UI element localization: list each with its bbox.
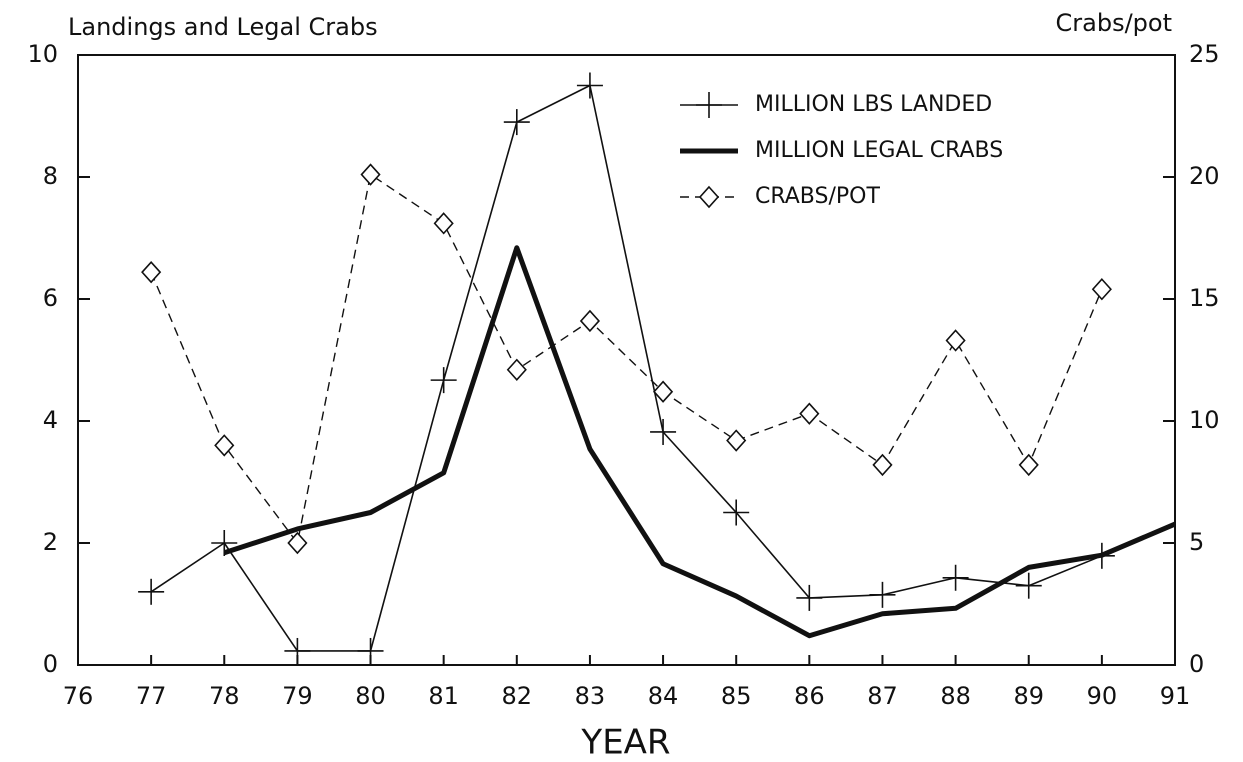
diamond-marker bbox=[1091, 278, 1112, 301]
plus-marker bbox=[723, 499, 750, 526]
diamond-marker bbox=[726, 429, 747, 452]
y2-tick-label: 10 bbox=[1189, 406, 1220, 434]
x-tick-label: 80 bbox=[355, 682, 386, 710]
y2-tick-label: 5 bbox=[1189, 528, 1204, 556]
legend-label: MILLION LEGAL CRABS bbox=[755, 138, 1003, 163]
legend-label: MILLION LBS LANDED bbox=[755, 92, 992, 117]
diamond-marker bbox=[433, 212, 454, 235]
plus-marker bbox=[696, 92, 722, 118]
diamond-marker bbox=[1018, 453, 1039, 477]
diamond-marker bbox=[214, 434, 235, 457]
series-line bbox=[223, 245, 1176, 639]
diamond-marker bbox=[698, 185, 720, 209]
y-tick-label: 2 bbox=[43, 528, 58, 556]
x-tick-label: 85 bbox=[721, 682, 752, 710]
x-tick-label: 83 bbox=[575, 682, 606, 710]
x-axis-label: YEAR bbox=[580, 723, 670, 762]
x-tick-label: 87 bbox=[867, 682, 898, 710]
x-tick-label: 76 bbox=[63, 682, 94, 710]
plus-marker bbox=[1015, 572, 1042, 599]
diamond-marker bbox=[360, 163, 381, 186]
y2-tick-label: 20 bbox=[1189, 162, 1220, 190]
legend-label: CRABS/POT bbox=[755, 184, 880, 209]
plus-marker bbox=[284, 637, 311, 664]
x-tick-label: 77 bbox=[136, 682, 167, 710]
y-tick-label: 10 bbox=[27, 40, 58, 68]
x-tick-label: 79 bbox=[282, 682, 313, 710]
series-line bbox=[150, 84, 1103, 652]
y2-tick-label: 25 bbox=[1189, 40, 1220, 68]
diamond-marker bbox=[872, 453, 893, 477]
y2-tick-label: 15 bbox=[1189, 284, 1220, 312]
x-tick-label: 82 bbox=[502, 682, 533, 710]
plus-marker bbox=[503, 109, 530, 136]
x-tick-label: 88 bbox=[940, 682, 971, 710]
plus-marker bbox=[430, 367, 457, 394]
x-tick-label: 90 bbox=[1087, 682, 1118, 710]
plus-marker bbox=[650, 418, 677, 445]
x-tick-label: 89 bbox=[1013, 682, 1044, 710]
diamond-marker bbox=[945, 329, 966, 352]
diamond-marker bbox=[141, 260, 162, 284]
y-tick-label: 4 bbox=[43, 406, 58, 434]
x-tick-label: 86 bbox=[794, 682, 825, 710]
plus-marker bbox=[796, 584, 823, 611]
x-tick-label: 84 bbox=[648, 682, 679, 710]
plus-marker bbox=[357, 637, 384, 664]
diamond-marker bbox=[652, 380, 674, 403]
y-tick-label: 6 bbox=[43, 284, 58, 312]
plot-frame bbox=[77, 54, 1176, 666]
y2-tick-label: 0 bbox=[1189, 650, 1204, 678]
diamond-marker bbox=[799, 402, 820, 425]
chart-title: Landings and Legal Crabs bbox=[68, 13, 378, 41]
x-tick-label: 91 bbox=[1160, 682, 1191, 710]
plus-marker bbox=[869, 581, 896, 608]
plus-marker bbox=[576, 72, 603, 99]
diamond-marker bbox=[506, 358, 527, 381]
plus-marker bbox=[942, 564, 969, 591]
y2-axis-label: Crabs/pot bbox=[1056, 9, 1172, 37]
y-tick-label: 0 bbox=[43, 650, 58, 678]
x-tick-label: 81 bbox=[428, 682, 459, 710]
diamond-marker bbox=[287, 531, 308, 555]
y-tick-label: 8 bbox=[43, 162, 58, 190]
x-tick-label: 78 bbox=[209, 682, 240, 710]
plus-marker bbox=[138, 578, 165, 605]
diamond-marker bbox=[579, 309, 601, 333]
series-line bbox=[150, 173, 1103, 544]
